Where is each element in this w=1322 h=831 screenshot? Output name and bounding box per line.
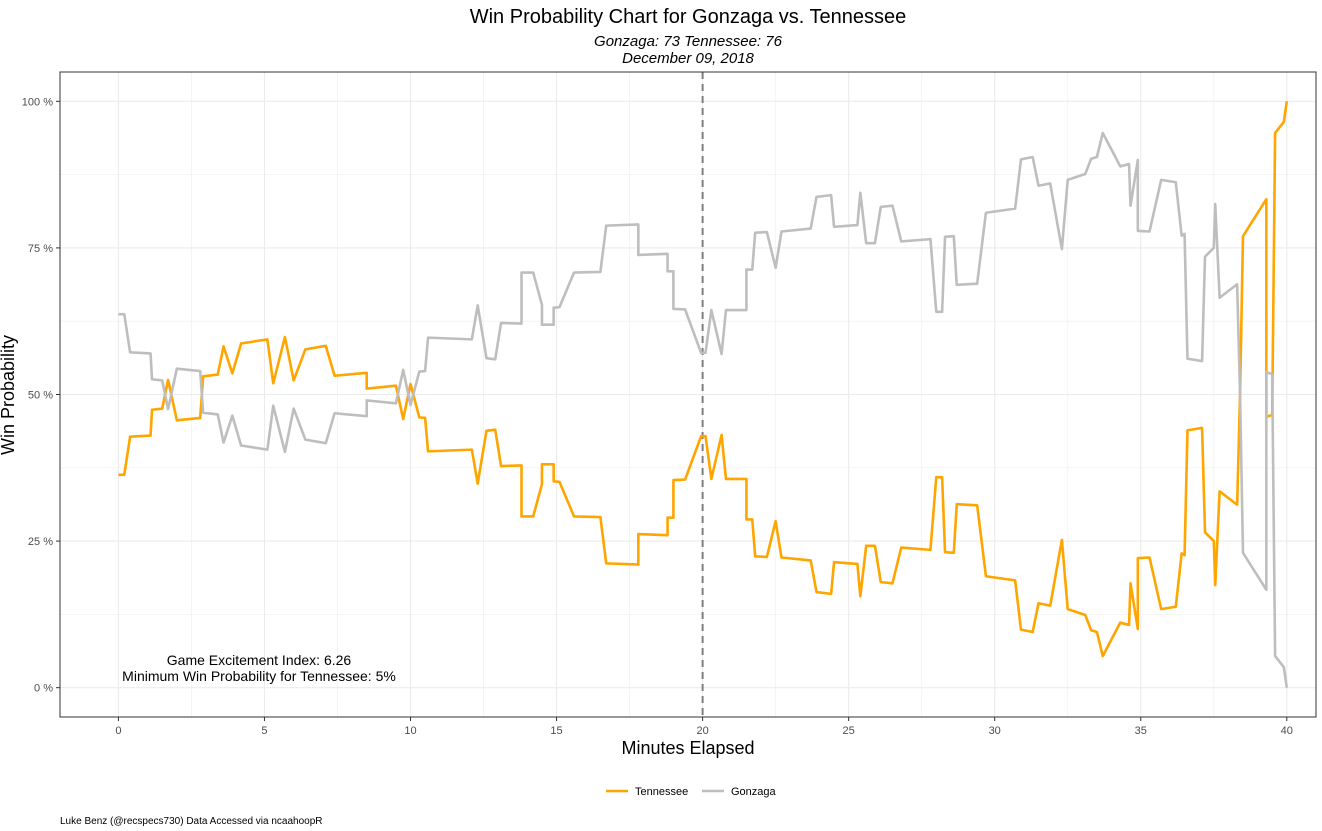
y-tick-label: 50 % (28, 390, 53, 402)
y-axis: 0 % 25 % 50 % 75 % 100 % (22, 96, 60, 695)
chart-subtitle-score: Gonzaga: 73 Tennessee: 76 (594, 33, 783, 50)
excitement-index-annotation: Game Excitement Index: 6.26 (167, 652, 352, 668)
x-tick-label: 20 (696, 725, 708, 737)
x-tick-label: 10 (404, 725, 416, 737)
legend-label-gonzaga: Gonzaga (731, 786, 777, 798)
legend-label-tennessee: Tennessee (635, 786, 688, 798)
series-line-gonzaga (118, 131, 1289, 688)
x-tick-label: 35 (1135, 725, 1147, 737)
y-tick-label: 75 % (28, 243, 53, 255)
chart-caption: Luke Benz (@recspecs730) Data Accessed v… (60, 816, 323, 827)
x-tick-label: 15 (550, 725, 562, 737)
x-axis-title: Minutes Elapsed (621, 738, 754, 758)
x-axis: 0 5 10 15 20 25 30 35 40 (115, 717, 1293, 737)
y-tick-label: 100 % (22, 96, 53, 108)
chart-title: Win Probability Chart for Gonzaga vs. Te… (470, 6, 907, 28)
x-tick-label: 25 (843, 725, 855, 737)
x-tick-label: 40 (1281, 725, 1293, 737)
legend: Tennessee Gonzaga (606, 786, 777, 798)
y-axis-title: Win Probability (0, 335, 18, 455)
series-line-tennessee (118, 101, 1289, 658)
series-layer (118, 101, 1289, 688)
x-tick-label: 30 (989, 725, 1001, 737)
plot-panel: Game Excitement Index: 6.26 Minimum Win … (59, 71, 1317, 718)
chart-subtitle-date: December 09, 2018 (622, 50, 754, 67)
y-tick-label: 0 % (34, 683, 53, 695)
min-win-prob-annotation: Minimum Win Probability for Tennessee: 5… (122, 668, 396, 684)
major-gridlines (60, 72, 1316, 717)
x-tick-label: 0 (115, 725, 121, 737)
y-tick-label: 25 % (28, 536, 53, 548)
x-tick-label: 5 (261, 725, 267, 737)
